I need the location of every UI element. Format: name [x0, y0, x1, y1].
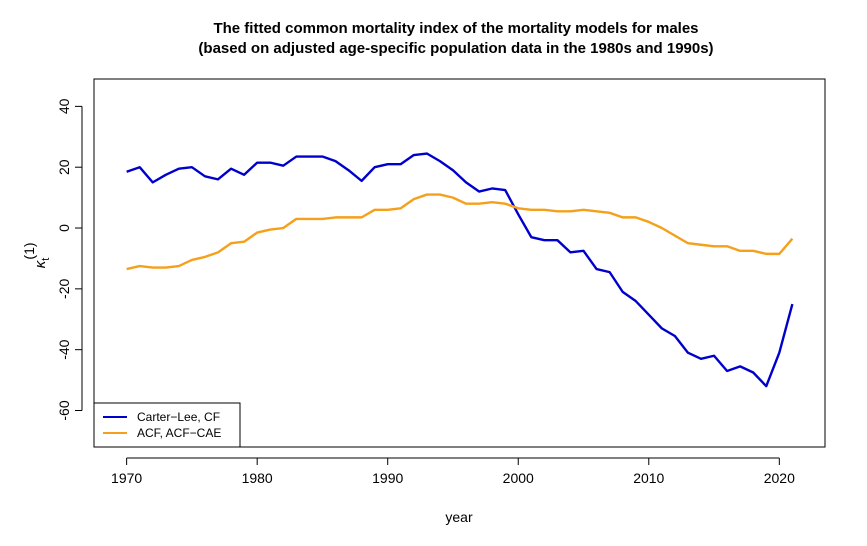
x-tick-label: 2000 [503, 470, 534, 486]
plot-frame [93, 78, 826, 448]
chart-subtitle: (based on adjusted age-specific populati… [198, 40, 713, 57]
x-tick-label: 1970 [111, 470, 142, 486]
y-tick-label: -20 [56, 279, 72, 299]
svg-text:κt: κt [32, 258, 52, 269]
y-tick-label: -40 [56, 339, 72, 359]
y-axis-label: κt (1) [21, 242, 52, 268]
x-tick-label: 1980 [242, 470, 273, 486]
y-axis-label-sub: t [40, 258, 52, 261]
legend-label-carter-lee: Carter−Lee, CF [137, 410, 220, 424]
y-tick-label: 40 [56, 98, 72, 114]
x-axis: 1970 1980 1990 2000 2010 2020 [111, 457, 795, 486]
y-axis-label-sup: (1) [21, 242, 37, 259]
legend-box [93, 402, 241, 448]
y-tick-label: 0 [56, 224, 72, 232]
x-tick-label: 2010 [633, 470, 664, 486]
y-tick-label: 20 [56, 159, 72, 175]
series-layer [126, 152, 794, 388]
legend: Carter−Lee, CF ACF, ACF−CAE [93, 402, 241, 448]
y-axis-label-main: κ [32, 259, 49, 268]
legend-label-acf: ACF, ACF−CAE [137, 426, 221, 440]
chart-title: The fitted common mortality index of the… [213, 20, 698, 37]
y-tick-label: -60 [56, 400, 72, 420]
series-line-1 [126, 193, 794, 271]
x-tick-label: 2020 [764, 470, 795, 486]
x-tick-label: 1990 [372, 470, 403, 486]
series-line-0 [126, 152, 794, 388]
x-axis-label: year [445, 509, 473, 525]
y-axis: -60 -40 -20 0 20 40 [56, 98, 83, 421]
